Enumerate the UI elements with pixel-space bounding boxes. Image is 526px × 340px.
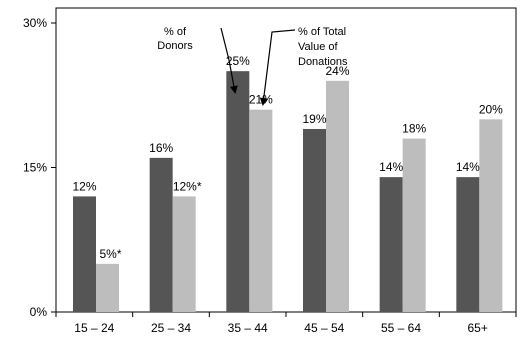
x-tick-label-0: 15 – 24 (74, 321, 114, 335)
bar-s1-0 (96, 263, 119, 312)
bar-label-s1-4: 18% (402, 122, 426, 136)
bar-s1-2 (249, 109, 273, 312)
bar-labels-layer: 12% 16% 25% 19% 14% 14% 5%* 12%* 21% 24% 18% 20% (72, 54, 503, 261)
x-tick-label-3: 45 – 54 (304, 321, 344, 335)
annotation-1-line-2: Donations (298, 56, 348, 68)
annotation-1-line-0: % of Total (298, 26, 346, 38)
x-tick-label-2: 35 – 44 (228, 321, 268, 335)
bar-s1-3 (326, 80, 349, 312)
bar-label-s0-2: 25% (226, 54, 250, 68)
bar-s0-3 (303, 128, 326, 312)
y-tick-label-1: 15% (23, 161, 47, 175)
x-tick-label-4: 55 – 64 (381, 321, 421, 335)
annotations-layer: % of Donors % of Total Value of Donations (157, 26, 348, 106)
y-axis: 0% 15% 30% (23, 16, 56, 319)
bar-s0-4 (379, 177, 403, 312)
bar-label-s1-3: 24% (325, 64, 349, 78)
bar-label-s0-1: 16% (149, 141, 173, 155)
bar-label-s1-2: 21% (249, 93, 273, 107)
annotation-arrow-0 (220, 27, 238, 94)
bar-s0-5 (456, 177, 480, 312)
bar-label-s1-1: 12%* (173, 179, 202, 193)
annotation-0-line-0: % of (164, 26, 187, 38)
bar-s0-1 (149, 157, 173, 312)
bar-s1-1 (172, 196, 196, 312)
bar-label-s0-0: 12% (72, 179, 96, 193)
bar-s1-5 (479, 119, 503, 312)
bar-label-s1-5: 20% (479, 102, 503, 116)
bar-label-s1-0: 5%* (99, 247, 121, 261)
bar-label-s0-4: 14% (379, 160, 403, 174)
x-tick-label-1: 25 – 34 (151, 321, 191, 335)
x-tick-label-5: 65+ (467, 321, 487, 335)
bar-s0-2 (226, 71, 250, 313)
annotation-1-line-1: Value of (298, 41, 338, 53)
annotation-arrow-1 (259, 29, 296, 106)
bar-label-s0-3: 19% (302, 112, 326, 126)
bars-layer (73, 71, 503, 313)
x-axis: 15 – 24 25 – 34 35 – 44 45 – 54 55 – 64 65+ (55, 312, 517, 335)
bar-s0-0 (73, 196, 96, 312)
annotation-0-line-1: Donors (157, 40, 193, 52)
y-tick-label-0: 0% (30, 305, 48, 319)
bar-label-s0-5: 14% (456, 160, 480, 174)
y-tick-label-2: 30% (23, 16, 47, 30)
plot-frame (55, 7, 517, 313)
bar-s1-4 (402, 138, 426, 312)
